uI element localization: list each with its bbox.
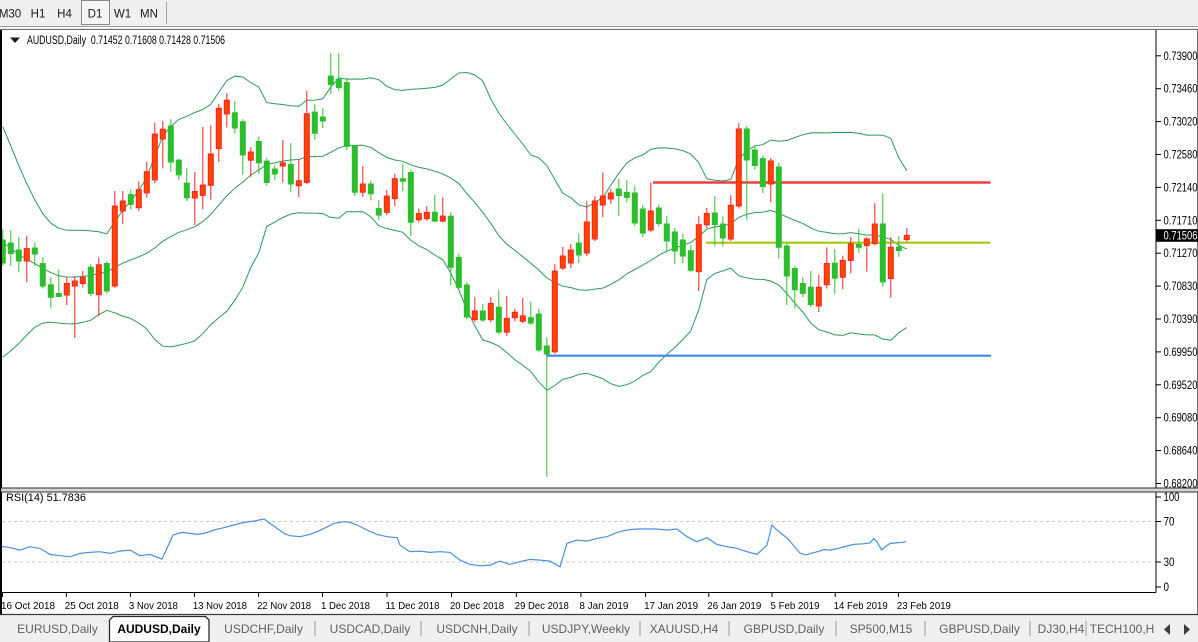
svg-text:0.69950: 0.69950 — [1164, 347, 1198, 359]
svg-text:USDJPY,Weekly: USDJPY,Weekly — [542, 622, 630, 636]
svg-text:SP500,M15: SP500,M15 — [850, 622, 913, 636]
svg-text:MN: MN — [140, 9, 158, 21]
svg-text:13 Nov 2018: 13 Nov 2018 — [193, 600, 247, 612]
svg-text:0.73460: 0.73460 — [1164, 84, 1198, 96]
svg-text:0.70390: 0.70390 — [1164, 314, 1198, 326]
svg-text:100: 100 — [1164, 492, 1180, 504]
svg-text:M30: M30 — [0, 9, 21, 21]
svg-text:0.71506: 0.71506 — [1164, 230, 1198, 242]
svg-text:0.69080: 0.69080 — [1164, 413, 1198, 425]
svg-text:GBPUSD,Daily: GBPUSD,Daily — [939, 622, 1020, 636]
svg-text:USDCAD,Daily: USDCAD,Daily — [330, 622, 411, 636]
svg-text:AUDUSD,Daily 0.71452 0.71608: AUDUSD,Daily 0.71452 0.71608 0.71428 0.7… — [27, 35, 225, 47]
svg-text:0.70830: 0.70830 — [1164, 281, 1198, 293]
svg-text:USDCNH,Daily: USDCNH,Daily — [436, 622, 517, 636]
svg-text:3 Nov 2018: 3 Nov 2018 — [129, 600, 178, 612]
svg-text:0.69520: 0.69520 — [1164, 380, 1198, 392]
svg-text:0.72140: 0.72140 — [1164, 182, 1198, 194]
svg-text:RSI(14) 51.7836: RSI(14) 51.7836 — [6, 492, 86, 504]
svg-text:0: 0 — [1164, 582, 1170, 594]
svg-text:H1: H1 — [31, 9, 46, 21]
svg-text:0.72580: 0.72580 — [1164, 150, 1198, 162]
svg-text:8 Jan 2019: 8 Jan 2019 — [579, 600, 628, 612]
svg-text:0.71270: 0.71270 — [1164, 248, 1198, 260]
svg-text:14 Feb 2019: 14 Feb 2019 — [834, 600, 888, 612]
svg-text:23 Feb 2019: 23 Feb 2019 — [897, 600, 951, 612]
svg-text:17 Jan 2019: 17 Jan 2019 — [644, 600, 698, 612]
svg-text:1 Dec 2018: 1 Dec 2018 — [321, 600, 370, 612]
svg-text:DJ30,H4: DJ30,H4 — [1038, 622, 1085, 636]
svg-text:USDCHF,Daily: USDCHF,Daily — [224, 622, 303, 636]
svg-text:22 Nov 2018: 22 Nov 2018 — [257, 600, 311, 612]
svg-text:5 Feb 2019: 5 Feb 2019 — [771, 600, 820, 612]
svg-text:EURUSD,Daily: EURUSD,Daily — [17, 622, 98, 636]
svg-text:11 Dec 2018: 11 Dec 2018 — [386, 600, 440, 612]
svg-text:H4: H4 — [57, 9, 72, 21]
svg-text:30: 30 — [1164, 557, 1175, 569]
svg-text:70: 70 — [1164, 517, 1175, 529]
svg-text:20 Dec 2018: 20 Dec 2018 — [450, 600, 504, 612]
svg-text:0.68200: 0.68200 — [1164, 479, 1198, 491]
svg-text:0.68640: 0.68640 — [1164, 446, 1198, 458]
svg-text:D1: D1 — [88, 9, 103, 21]
svg-text:AUDUSD,Daily: AUDUSD,Daily — [117, 622, 201, 636]
svg-text:16 Oct 2018: 16 Oct 2018 — [1, 600, 55, 612]
svg-text:29 Dec 2018: 29 Dec 2018 — [515, 600, 569, 612]
svg-text:XAUUSD,H4: XAUUSD,H4 — [650, 622, 719, 636]
svg-text:0.73900: 0.73900 — [1164, 51, 1198, 63]
svg-text:GBPUSD,Daily: GBPUSD,Daily — [744, 622, 825, 636]
svg-text:0.73020: 0.73020 — [1164, 117, 1198, 129]
svg-text:25 Oct 2018: 25 Oct 2018 — [65, 600, 119, 612]
svg-text:W1: W1 — [114, 9, 131, 21]
svg-text:0.71710: 0.71710 — [1164, 215, 1198, 227]
svg-text:26 Jan 2019: 26 Jan 2019 — [707, 600, 761, 612]
svg-text:TECH100,H: TECH100,H — [1090, 622, 1155, 636]
